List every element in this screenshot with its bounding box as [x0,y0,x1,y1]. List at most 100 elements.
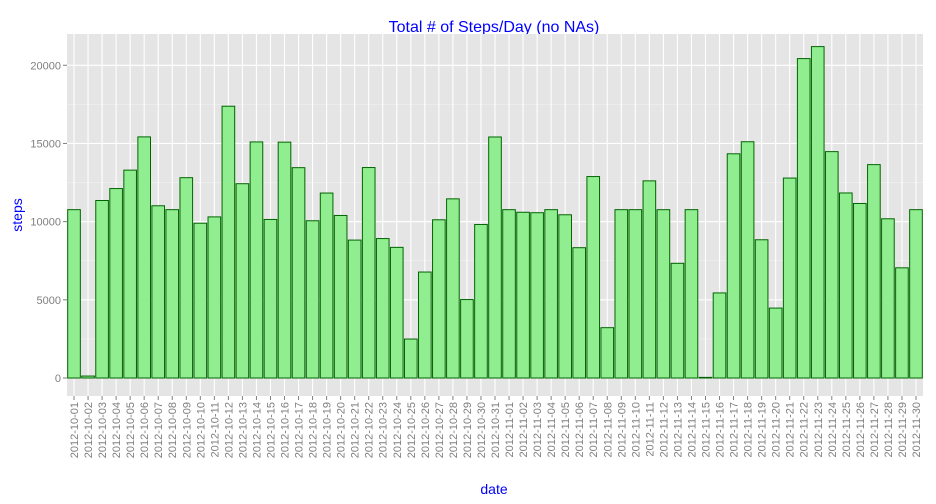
bar [95,200,109,379]
bar [782,177,797,379]
x-tick-label: 2012-10-21 [350,402,362,458]
bar [446,198,460,379]
x-tick-label: 2012-11-16 [715,402,727,457]
bar [909,209,923,379]
bar [614,209,629,379]
bar [488,136,502,379]
chart-title: Total # of Steps/Day (no NAs) [389,19,600,36]
y-axis-label: steps [9,198,25,231]
x-tick-label: 2012-11-21 [785,402,797,457]
x-tick-label: 2012-11-11 [644,402,656,457]
bar [839,192,853,379]
y-tick-label: 0 [55,373,61,385]
x-tick-label: 2012-10-05 [125,402,137,458]
x-tick-label: 2012-10-03 [97,402,109,458]
bar [530,212,544,379]
x-tick-label: 2012-11-26 [855,402,867,457]
x-tick-label: 2012-11-02 [518,402,530,457]
bar [389,246,404,379]
bar [109,188,123,379]
bar [207,216,222,379]
x-tick-label: 2012-11-15 [700,402,712,457]
bar [586,176,601,379]
bar [67,209,81,379]
x-tick-label: 2012-10-02 [83,402,95,458]
y-tick-label: 10000 [30,217,61,229]
bar [137,136,151,379]
bar [670,262,685,379]
x-tick-label: 2012-10-20 [336,402,348,458]
bar [796,58,811,379]
bar [600,327,615,379]
bar [474,223,488,379]
bar [151,205,166,379]
bar [221,105,236,379]
bar [193,222,208,379]
y-tick-label: 15000 [30,138,61,150]
bar [418,271,432,379]
x-tick-label: 2012-11-06 [574,402,586,457]
x-tick-label: 2012-11-18 [743,402,755,457]
bar [726,153,741,379]
x-tick-label: 2012-10-26 [420,402,432,458]
x-tick-label: 2012-10-16 [280,402,292,458]
x-tick-label: 2012-10-31 [490,402,502,458]
x-tick-label: 2012-10-09 [181,402,193,458]
x-tick-label: 2012-11-19 [757,402,769,457]
y-tick-label: 20000 [30,60,61,72]
x-tick-label: 2012-11-14 [686,402,698,457]
x-tick-label: 2012-10-28 [448,402,460,458]
bar [319,192,334,379]
x-tick-label: 2012-10-04 [111,402,123,458]
x-tick-label: 2012-11-28 [883,402,895,457]
x-tick-label: 2012-10-14 [251,402,263,458]
x-tick-label: 2012-10-08 [167,402,179,458]
bar [123,169,137,379]
x-tick-label: 2012-10-01 [69,402,81,458]
bar [249,141,264,379]
bar [277,141,292,379]
bar [263,218,278,379]
bar [165,209,180,379]
x-tick-label: 2012-11-07 [588,402,600,457]
bar [572,247,587,379]
bar [810,46,825,379]
bar [81,375,95,379]
x-tick-label: 2012-11-29 [897,402,909,457]
x-tick-label: 2012-11-08 [602,402,614,457]
bar [333,214,348,379]
x-tick-label: 2012-11-10 [630,402,642,457]
x-axis-label: date [480,481,507,497]
bar [403,338,418,379]
x-tick-label: 2012-11-25 [841,402,853,457]
x-tick-label: 2012-10-22 [364,402,376,458]
x-tick-label: 2012-10-06 [139,402,151,458]
bar [712,292,727,379]
x-tick-label: 2012-11-20 [771,402,783,457]
bar [754,239,769,379]
bar [305,220,320,379]
bar [853,202,867,379]
bar [881,218,895,379]
bar [656,209,671,379]
x-tick-label: 2012-10-10 [195,402,207,458]
bar [642,180,657,379]
x-tick-label: 2012-11-22 [799,402,811,457]
x-tick-label: 2012-10-19 [322,402,334,458]
bar [235,183,250,379]
x-tick-label: 2012-10-27 [434,402,446,458]
x-tick-label: 2012-11-04 [546,402,558,457]
x-axis-ticks: 2012-10-01 2012-10-02 2012-10-03 2012-10-04… [69,396,923,458]
x-tick-label: 2012-10-17 [294,402,306,458]
bar [502,209,516,379]
x-tick-label: 2012-11-13 [672,402,684,457]
x-tick-label: 2012-11-24 [827,402,839,457]
x-tick-label: 2012-11-12 [658,402,670,457]
x-tick-label: 2012-10-29 [462,402,474,458]
x-tick-label: 2012-11-30 [911,402,923,457]
bar [516,211,530,379]
x-tick-label: 2012-10-25 [406,402,418,458]
x-tick-label: 2012-11-09 [616,402,628,457]
bar [432,219,446,379]
x-tick-label: 2012-11-05 [560,402,572,457]
